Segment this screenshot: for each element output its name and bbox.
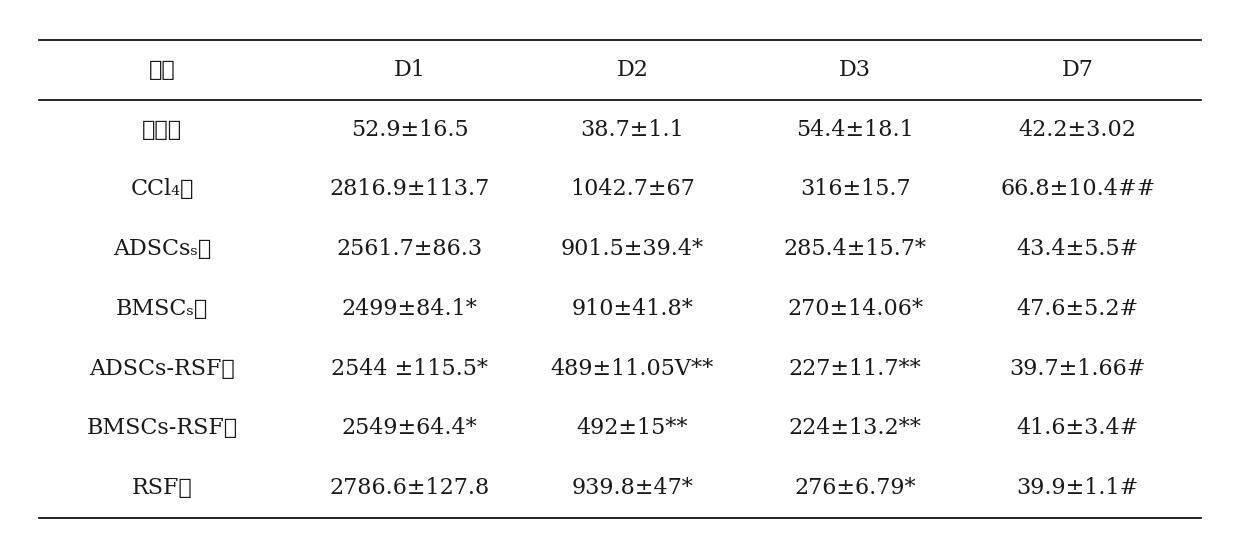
Text: 54.4±18.1: 54.4±18.1 xyxy=(796,119,914,141)
Text: 276±6.79*: 276±6.79* xyxy=(795,477,916,499)
Text: 正常组: 正常组 xyxy=(143,119,182,141)
Text: 489±11.05V**: 489±11.05V** xyxy=(551,358,714,379)
Text: 66.8±10.4##: 66.8±10.4## xyxy=(1001,179,1156,200)
Text: 39.9±1.1#: 39.9±1.1# xyxy=(1017,477,1140,499)
Text: 224±13.2**: 224±13.2** xyxy=(789,417,921,439)
Text: 227±11.7**: 227±11.7** xyxy=(789,358,921,379)
Text: BMSCₛ组: BMSCₛ组 xyxy=(117,298,208,320)
Text: 492±15**: 492±15** xyxy=(577,417,688,439)
Text: 38.7±1.1: 38.7±1.1 xyxy=(580,119,684,141)
Text: 2549±64.4*: 2549±64.4* xyxy=(342,417,477,439)
Text: 2544 ±115.5*: 2544 ±115.5* xyxy=(331,358,489,379)
Text: 39.7±1.66#: 39.7±1.66# xyxy=(1009,358,1146,379)
Text: 2816.9±113.7: 2816.9±113.7 xyxy=(330,179,490,200)
Text: ADSCs-RSF组: ADSCs-RSF组 xyxy=(89,358,236,379)
Text: 316±15.7: 316±15.7 xyxy=(800,179,910,200)
Text: 52.9±16.5: 52.9±16.5 xyxy=(351,119,469,141)
Text: 43.4±5.5#: 43.4±5.5# xyxy=(1017,238,1140,260)
Text: ADSCsₛ组: ADSCsₛ组 xyxy=(113,238,211,260)
Text: 1042.7±67: 1042.7±67 xyxy=(570,179,694,200)
Text: 分组: 分组 xyxy=(149,59,176,81)
Text: 2499±84.1*: 2499±84.1* xyxy=(342,298,477,320)
Text: CCl₄组: CCl₄组 xyxy=(130,179,193,200)
Text: D2: D2 xyxy=(616,59,649,81)
Text: D7: D7 xyxy=(1061,59,1094,81)
Text: D3: D3 xyxy=(839,59,870,81)
Text: 47.6±5.2#: 47.6±5.2# xyxy=(1017,298,1138,320)
Text: 270±14.06*: 270±14.06* xyxy=(787,298,923,320)
Text: 2786.6±127.8: 2786.6±127.8 xyxy=(330,477,490,499)
Text: D1: D1 xyxy=(394,59,425,81)
Text: 41.6±3.4#: 41.6±3.4# xyxy=(1017,417,1140,439)
Text: 42.2±3.02: 42.2±3.02 xyxy=(1019,119,1137,141)
Text: 285.4±15.7*: 285.4±15.7* xyxy=(784,238,926,260)
Text: BMSCs-RSF组: BMSCs-RSF组 xyxy=(87,417,238,439)
Text: 901.5±39.4*: 901.5±39.4* xyxy=(560,238,704,260)
Text: 2561.7±86.3: 2561.7±86.3 xyxy=(336,238,482,260)
Text: 939.8±47*: 939.8±47* xyxy=(572,477,693,499)
Text: 910±41.8*: 910±41.8* xyxy=(572,298,693,320)
Text: RSF组: RSF组 xyxy=(131,477,192,499)
